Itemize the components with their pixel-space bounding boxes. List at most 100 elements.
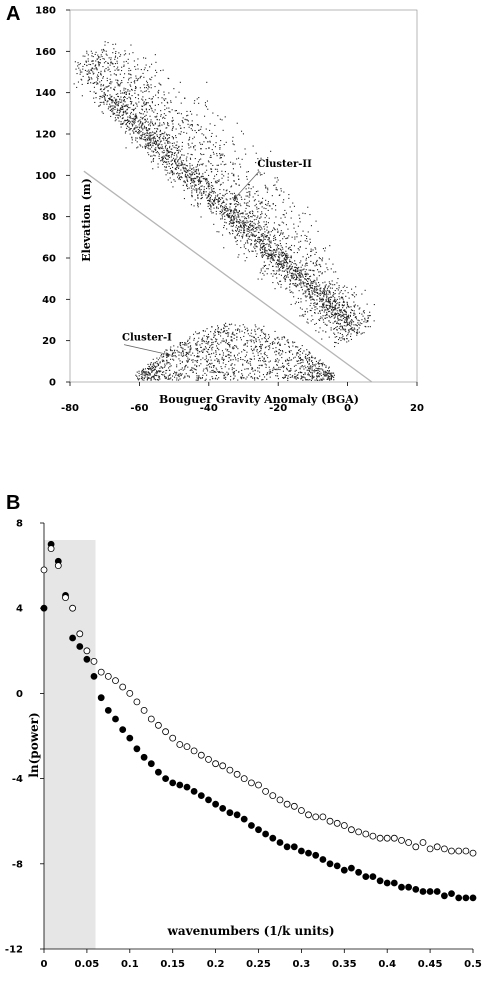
data-point bbox=[96, 58, 98, 60]
data-point bbox=[246, 225, 248, 227]
data-point bbox=[123, 121, 125, 123]
data-point bbox=[146, 134, 148, 136]
data-point bbox=[231, 369, 233, 371]
data-point bbox=[110, 109, 112, 111]
open-point bbox=[455, 847, 463, 855]
data-point bbox=[312, 262, 314, 264]
data-point bbox=[155, 152, 157, 154]
data-point bbox=[337, 289, 339, 291]
data-point bbox=[213, 178, 215, 180]
data-point bbox=[260, 226, 262, 228]
data-point bbox=[266, 250, 268, 252]
data-point bbox=[275, 272, 277, 274]
data-point bbox=[318, 257, 320, 259]
data-point bbox=[324, 307, 326, 309]
filled-point bbox=[240, 815, 248, 823]
data-point bbox=[245, 153, 247, 155]
data-point bbox=[272, 282, 274, 284]
data-point bbox=[125, 92, 127, 94]
data-point bbox=[261, 213, 263, 215]
data-point bbox=[251, 339, 253, 341]
data-point bbox=[286, 358, 288, 360]
data-point bbox=[332, 315, 334, 317]
data-point bbox=[319, 298, 321, 300]
data-point bbox=[268, 361, 270, 363]
data-point bbox=[152, 370, 154, 372]
data-point bbox=[194, 130, 196, 132]
data-point bbox=[193, 169, 195, 171]
data-point bbox=[267, 222, 269, 224]
filled-point bbox=[255, 826, 262, 834]
data-point bbox=[298, 269, 300, 271]
data-point bbox=[249, 372, 251, 374]
open-point bbox=[183, 743, 191, 751]
data-point bbox=[294, 370, 296, 372]
data-point bbox=[130, 77, 132, 79]
data-point bbox=[314, 291, 316, 293]
data-point bbox=[200, 185, 202, 187]
data-point bbox=[176, 149, 178, 151]
data-point bbox=[87, 58, 89, 60]
data-point bbox=[119, 101, 121, 103]
data-point bbox=[306, 349, 308, 351]
data-point bbox=[299, 282, 301, 284]
data-point bbox=[188, 375, 190, 377]
data-point bbox=[155, 94, 157, 96]
data-point bbox=[315, 289, 317, 291]
data-point bbox=[219, 157, 221, 159]
data-point bbox=[114, 99, 116, 101]
data-point bbox=[307, 288, 309, 290]
data-point bbox=[123, 77, 125, 79]
data-point bbox=[310, 297, 312, 299]
data-point bbox=[123, 111, 125, 113]
data-point bbox=[333, 293, 335, 295]
data-point bbox=[104, 44, 106, 46]
filled-point bbox=[83, 655, 91, 663]
data-point bbox=[214, 175, 216, 177]
data-point bbox=[188, 187, 190, 189]
data-point bbox=[198, 365, 200, 367]
data-point bbox=[144, 147, 146, 149]
data-point bbox=[219, 189, 221, 191]
data-point bbox=[102, 58, 104, 60]
data-point bbox=[260, 364, 262, 366]
data-point bbox=[298, 356, 300, 358]
data-point bbox=[254, 377, 256, 379]
data-point bbox=[103, 101, 105, 103]
data-point bbox=[137, 78, 139, 80]
data-point bbox=[358, 331, 360, 333]
data-point bbox=[295, 364, 297, 366]
data-point bbox=[211, 349, 213, 351]
data-point bbox=[282, 370, 284, 372]
data-point bbox=[336, 288, 338, 290]
data-point bbox=[230, 210, 232, 212]
data-point bbox=[328, 320, 330, 322]
data-point bbox=[141, 126, 143, 128]
data-point bbox=[309, 366, 311, 368]
data-point bbox=[209, 353, 211, 355]
data-point bbox=[335, 300, 337, 302]
data-point bbox=[197, 352, 199, 354]
data-point bbox=[150, 364, 152, 366]
data-point bbox=[161, 367, 163, 369]
data-point bbox=[134, 80, 136, 82]
data-point bbox=[346, 307, 348, 309]
data-point bbox=[296, 276, 298, 278]
data-point bbox=[240, 358, 242, 360]
data-point bbox=[182, 351, 184, 353]
data-point bbox=[305, 247, 307, 249]
data-point bbox=[308, 367, 310, 369]
data-point bbox=[267, 203, 269, 205]
data-point bbox=[307, 379, 309, 381]
data-point bbox=[141, 127, 143, 129]
data-point bbox=[107, 100, 109, 102]
data-point bbox=[144, 111, 146, 113]
data-point bbox=[152, 145, 154, 147]
data-point bbox=[166, 369, 168, 371]
data-point bbox=[136, 375, 138, 377]
data-point bbox=[346, 315, 348, 317]
data-point bbox=[310, 299, 312, 301]
data-point bbox=[216, 231, 218, 233]
data-point bbox=[194, 145, 196, 147]
open-point bbox=[462, 847, 470, 855]
